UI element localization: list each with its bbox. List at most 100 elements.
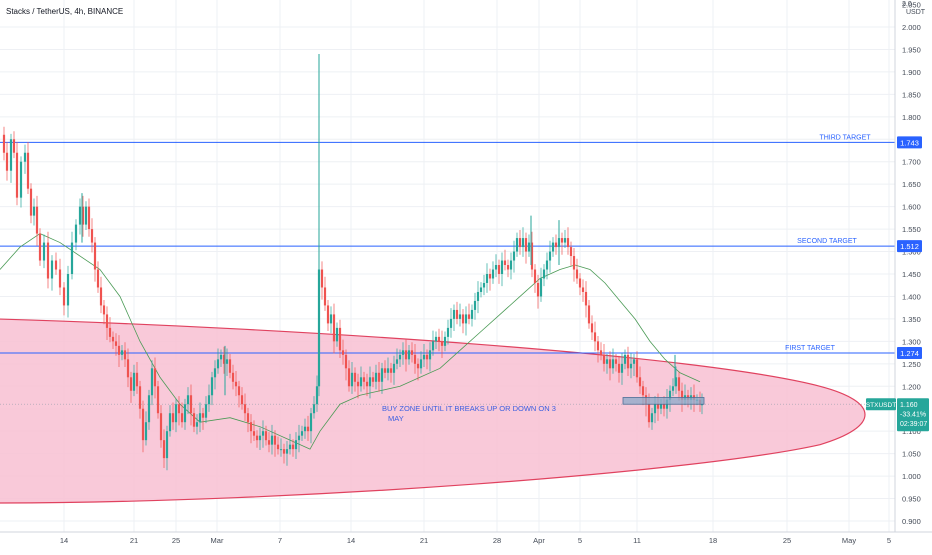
candle-body [584, 291, 588, 306]
candle-body [207, 395, 211, 405]
candle-body [494, 265, 498, 270]
time-axis[interactable]: 14 21 25 Mar 7 14 21 28 Apr 5 11 18 25 May 5 [0, 531, 932, 545]
target-levels [0, 141, 895, 354]
candle-body [111, 336, 115, 342]
price-tick-label: 1.700 [902, 158, 921, 167]
candle-body [70, 242, 74, 274]
candle-body [312, 404, 316, 414]
candle-body [626, 354, 630, 369]
candle-body [479, 287, 483, 292]
symbol-badge[interactable] [866, 398, 896, 411]
candle-body [320, 269, 324, 288]
candle-body [183, 404, 187, 423]
candle-body [338, 327, 342, 351]
time-tick-label: 25 [172, 536, 180, 545]
candle-body [228, 359, 232, 373]
candle-body [386, 368, 390, 373]
candle-body [282, 449, 286, 454]
candle-body [581, 287, 585, 292]
candle-body [144, 422, 148, 441]
candle-body [141, 408, 145, 441]
candle-body [315, 386, 319, 405]
price-tick-label: 1.600 [902, 203, 921, 212]
candle-body [614, 359, 618, 364]
candle-body [329, 314, 333, 324]
candle-body [270, 435, 274, 445]
candle-body [23, 152, 27, 162]
candle-body [623, 354, 627, 364]
candle-body [437, 336, 441, 342]
candle-body [700, 404, 704, 406]
candle-body [335, 327, 339, 342]
time-tick-label: 14 [60, 536, 68, 545]
candle-body [632, 359, 636, 364]
candle-body [467, 314, 471, 319]
candle-body [551, 242, 555, 252]
candle-body [566, 238, 570, 248]
candle-body [383, 368, 387, 373]
candle-body [431, 341, 435, 351]
time-tick-label: Mar [211, 536, 224, 545]
candle-body [530, 242, 534, 270]
price-tick-label: 1.900 [902, 68, 921, 77]
candle-body [578, 278, 582, 288]
buy-box-layer [622, 397, 705, 405]
candle-body [575, 269, 579, 279]
candle-body [401, 350, 405, 355]
candles-layer [2, 53, 704, 471]
candle-body [29, 188, 33, 216]
candle-body [105, 314, 109, 328]
candle-body [545, 260, 549, 270]
candle-body [371, 377, 375, 382]
price-tick-label: 1.100 [902, 427, 921, 436]
time-tick-label: Apr [533, 536, 545, 545]
candle-body [620, 363, 624, 373]
candle-body [135, 372, 139, 387]
target-level-badge [897, 347, 922, 360]
candle-body [518, 238, 522, 248]
candle-body [521, 238, 525, 248]
price-tick-label: 1.200 [902, 382, 921, 391]
candle-body [147, 395, 151, 423]
price-badge-value: 1.160 [900, 402, 918, 409]
candle-body [159, 413, 163, 441]
candle-body [326, 305, 330, 324]
candle-body [201, 413, 205, 418]
candle-body [19, 161, 23, 198]
price-axis[interactable]: 2.0502.0001.9501.9001.8501.8001.7501.700… [866, 0, 932, 550]
target-level-label: FIRST TARGET [785, 345, 836, 352]
candle-body [638, 377, 642, 387]
candle-body [527, 242, 531, 252]
candle-body [413, 354, 417, 364]
candle-body [362, 377, 366, 382]
candle-body [273, 435, 277, 445]
candle-body [593, 332, 597, 342]
price-tick-label: 1.850 [902, 90, 921, 99]
candle-body [617, 363, 621, 373]
candle-body [491, 269, 495, 279]
candle-body [15, 152, 19, 198]
time-tick-label: 5 [578, 536, 582, 545]
candle-body [74, 224, 78, 243]
candle-body [222, 354, 226, 364]
time-tick-label: 21 [130, 536, 138, 545]
target-level-label: THIRD TARGET [819, 134, 871, 141]
candle-body [117, 345, 121, 355]
candle-body [641, 386, 645, 396]
price-axis-background [895, 0, 932, 550]
candle-body [231, 372, 235, 382]
candle-body [380, 368, 384, 382]
candle-body [5, 152, 9, 171]
candle-body [195, 422, 199, 427]
candle-body [515, 238, 519, 252]
candle-body [428, 350, 432, 360]
price-tick-label: 1.450 [902, 270, 921, 279]
candle-body [50, 260, 54, 279]
time-tick-label: 21 [420, 536, 428, 545]
candle-body [590, 323, 594, 333]
candle-body [234, 381, 238, 387]
currency-label: USDT [906, 9, 926, 16]
candle-body [680, 390, 684, 400]
